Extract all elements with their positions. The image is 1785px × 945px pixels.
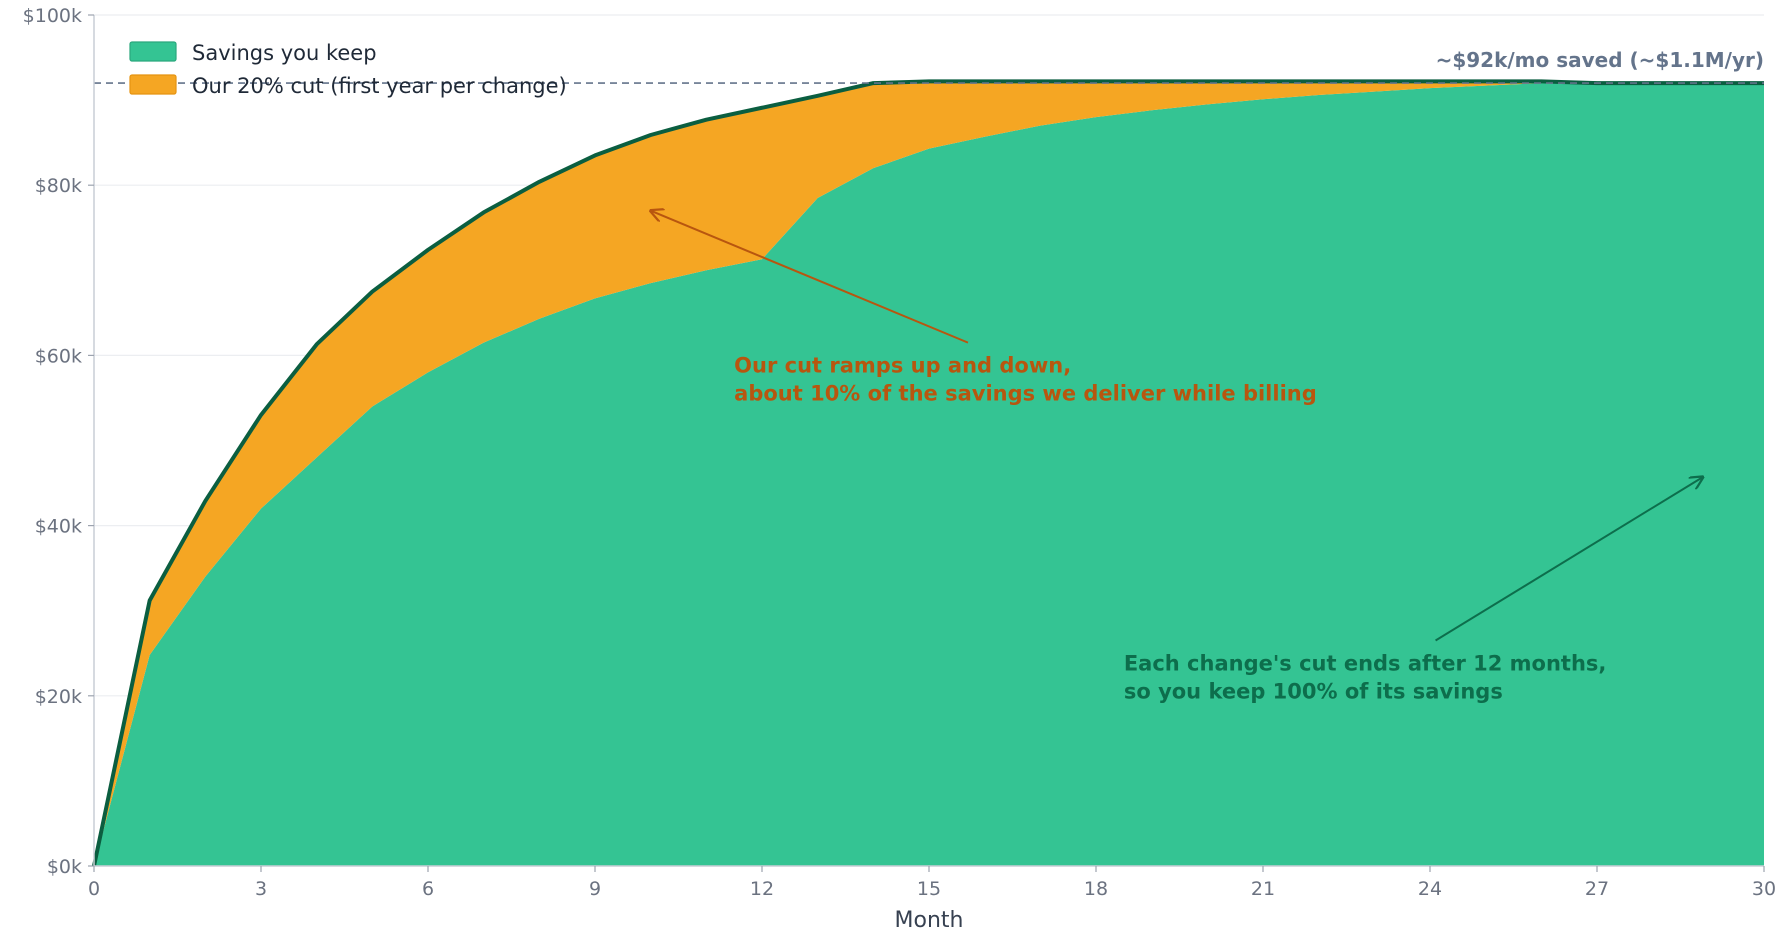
x-tick-label: 0 — [88, 878, 100, 900]
y-tick-label: $20k — [35, 686, 82, 708]
x-tick-label: 27 — [1585, 878, 1609, 900]
y-tick-label: $100k — [23, 5, 82, 27]
x-tick-label: 30 — [1752, 878, 1776, 900]
annotation-1: Each change's cut ends after 12 months, s… — [1124, 477, 1703, 703]
reference-line-group: ~$92k/mo saved (~$1.1M/yr) — [94, 48, 1764, 84]
x-tick-label: 24 — [1418, 878, 1442, 900]
x-tick-label: 15 — [917, 878, 941, 900]
x-tick-label: 18 — [1084, 878, 1108, 900]
legend-label: Our 20% cut (first year per change) — [192, 74, 567, 98]
x-tick-label: 9 — [589, 878, 601, 900]
annotation-text: Each change's cut ends after 12 months, — [1124, 651, 1607, 675]
legend-label: Savings you keep — [192, 41, 377, 65]
annotation-arrow — [1435, 477, 1703, 642]
legend-swatch — [129, 41, 177, 62]
x-tick-label: 12 — [750, 878, 774, 900]
annotation-text: so you keep 100% of its savings — [1124, 679, 1503, 703]
annotation-arrow — [651, 211, 969, 344]
y-tick-label: $40k — [35, 516, 82, 538]
annotations: Our cut ramps up and down, about 10% of t… — [651, 211, 1703, 703]
legend: Savings you keep Our 20% cut (first year … — [129, 41, 567, 98]
annotation-0: Our cut ramps up and down, about 10% of t… — [651, 211, 1317, 405]
legend-swatch — [129, 74, 177, 95]
total-savings-line — [92, 79, 1764, 867]
x-axis-title: Month — [895, 908, 964, 933]
stacked-areas — [94, 81, 1764, 867]
axes: 0 3 6 9 12 15 18 21 24 27 30 $0k $20k $40k $60k $80k $10… — [23, 5, 1776, 933]
annotation-text: Our cut ramps up and down, — [734, 353, 1071, 377]
area-savings-you-keep — [94, 83, 1764, 866]
y-tick-label: $60k — [35, 345, 82, 367]
y-tick-label: $0k — [47, 856, 82, 878]
x-tick-label: 6 — [422, 878, 434, 900]
total-line-group — [92, 79, 1764, 867]
x-tick-label: 21 — [1251, 878, 1275, 900]
y-tick-label: $80k — [35, 175, 82, 197]
annotation-text: about 10% of the savings we deliver whil… — [734, 381, 1317, 405]
area-our-cut — [94, 81, 1764, 867]
reference-line-label: ~$92k/mo saved (~$1.1M/yr) — [1436, 48, 1764, 72]
x-tick-label: 3 — [255, 878, 267, 900]
